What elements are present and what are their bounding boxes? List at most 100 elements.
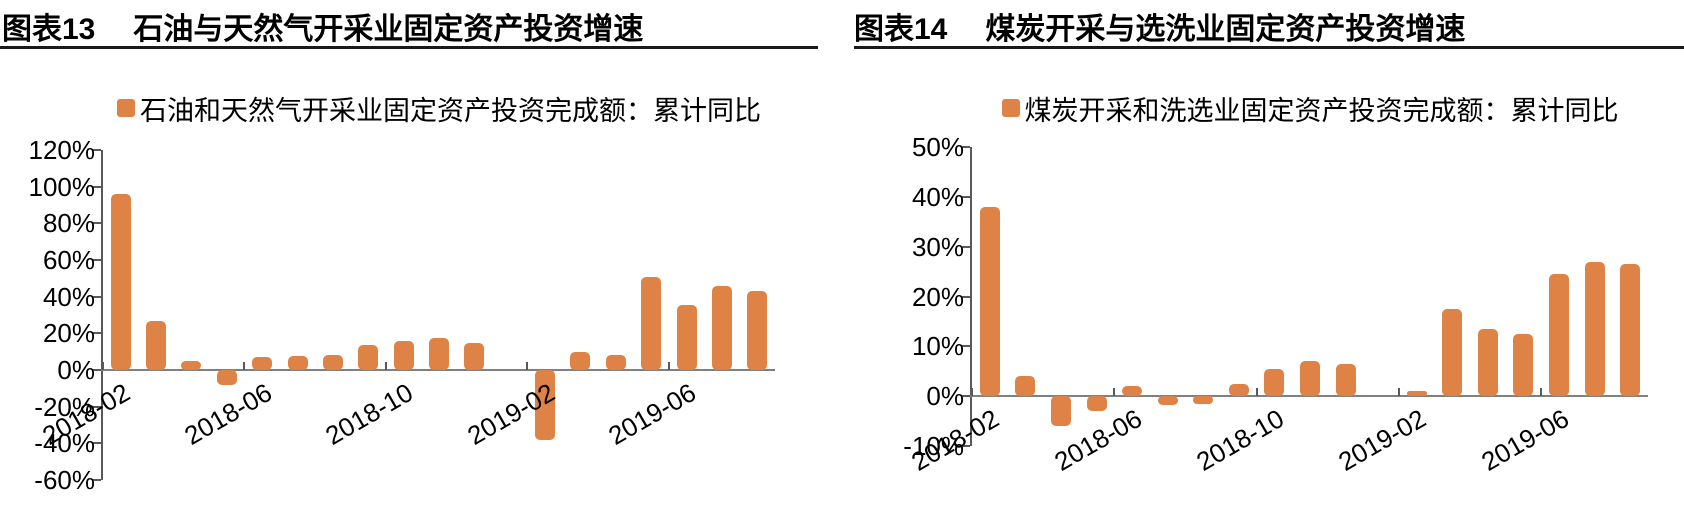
chart0-bar-2018-09 bbox=[358, 345, 379, 370]
legend-swatch-icon bbox=[117, 99, 135, 117]
chart1-x-tick bbox=[971, 388, 973, 397]
chart0-bar-2018-04 bbox=[181, 360, 202, 370]
chart0-y-tick-label: 100% bbox=[28, 171, 96, 202]
legend-swatch-icon bbox=[1001, 99, 1020, 117]
chart0-bar-2019-06 bbox=[676, 304, 697, 370]
chart0-y-tick-label: 60% bbox=[42, 245, 95, 275]
figure14-legend: 煤炭开采和洗选业固定资产投资完成额：累计同比 bbox=[972, 92, 1648, 126]
chart0-bar-2018-05 bbox=[216, 370, 237, 385]
chart0-x-tick-label: 2018-06 bbox=[179, 377, 277, 451]
chart1-y-tick-label: 40% bbox=[911, 181, 964, 212]
chart1-bar-2018-11 bbox=[1300, 361, 1320, 397]
figure13-title: 图表13 石油与天然气开采业固定资产投资增速 bbox=[2, 4, 643, 48]
chart1-x-tick bbox=[1113, 388, 1116, 397]
chart0-bar-2018-07 bbox=[287, 356, 308, 370]
chart0-x-axis-line bbox=[101, 369, 775, 371]
chart1-y-tick bbox=[962, 445, 970, 447]
chart0-y-tick bbox=[93, 405, 101, 408]
chart0-y-tick-label: 0% bbox=[57, 355, 95, 385]
chart0-y-tick bbox=[93, 295, 101, 298]
chart0-y-tick bbox=[93, 185, 101, 188]
chart0-bar-2018-06 bbox=[252, 357, 273, 370]
chart1-y-tick-label: -10% bbox=[903, 431, 964, 461]
chart0-x-tick-label: 2019-06 bbox=[603, 377, 702, 451]
chart0-y-axis bbox=[101, 150, 103, 480]
chart0-y-tick-label: 120% bbox=[28, 135, 96, 165]
chart0-bar-2019-07 bbox=[711, 285, 732, 370]
chart0-y-tick bbox=[93, 149, 101, 151]
chart1-bar-2018-03 bbox=[1015, 376, 1036, 397]
figure13-label: 图表13 bbox=[2, 13, 96, 46]
chart1-x-tick bbox=[1255, 388, 1258, 397]
chart0-bar-2019-05 bbox=[641, 277, 662, 370]
chart1-x-axis-line bbox=[970, 395, 1648, 398]
chart1-y-tick-label: 20% bbox=[911, 281, 964, 312]
chart0-bar-2018-11 bbox=[429, 337, 449, 370]
chart1-bar-2019-04 bbox=[1477, 328, 1498, 397]
chart1-bar-2018-07 bbox=[1157, 396, 1178, 406]
chart0-y-tick bbox=[93, 259, 101, 261]
chart1-y-tick-label: 30% bbox=[911, 231, 964, 262]
chart0-y-tick-label: -40% bbox=[34, 428, 95, 459]
chart1-bar-2019-06 bbox=[1549, 274, 1570, 397]
figure13-title-underline bbox=[0, 46, 818, 49]
chart0-bar-2019-08 bbox=[747, 291, 768, 370]
chart1-bar-2018-06 bbox=[1122, 386, 1143, 397]
chart1-bar-2018-05 bbox=[1086, 396, 1107, 412]
chart0-bar-2019-02 bbox=[535, 370, 556, 440]
chart1-bar-2018-12 bbox=[1335, 363, 1356, 397]
chart1-y-tick bbox=[962, 345, 970, 348]
chart1-x-tick bbox=[1540, 388, 1543, 397]
chart1-bar-2018-10 bbox=[1264, 368, 1285, 397]
chart0-x-tick-label: 2018-10 bbox=[320, 377, 419, 451]
chart0-y-tick bbox=[93, 479, 101, 481]
chart1-bar-2018-04 bbox=[1050, 396, 1071, 427]
chart0-x-tick bbox=[102, 362, 104, 370]
chart0-bar-2019-04 bbox=[605, 355, 626, 370]
figure14-title: 图表14 煤炭开采与选洗业固定资产投资增速 bbox=[854, 4, 1465, 48]
figure14-label: 图表14 bbox=[854, 13, 948, 46]
chart1-x-tick-label: 2018-10 bbox=[1191, 403, 1289, 477]
figure13-name: 石油与天然气开采业固定资产投资增速 bbox=[133, 13, 644, 46]
chart0-bar-2018-03 bbox=[146, 320, 167, 370]
chart1-y-axis bbox=[970, 147, 972, 446]
chart1-bar-2018-02 bbox=[979, 206, 1000, 397]
chart1-bar-2019-08 bbox=[1620, 264, 1641, 397]
chart0-y-tick bbox=[93, 332, 101, 335]
figure13-legend: 石油和天然气开采业固定资产投资完成额：累计同比 bbox=[103, 92, 775, 126]
chart0-y-tick-label: -20% bbox=[34, 391, 95, 422]
chart1-x-tick-label: 2019-02 bbox=[1333, 403, 1432, 477]
chart1-y-tick bbox=[962, 395, 970, 398]
chart0-x-tick bbox=[384, 362, 387, 370]
chart0-bar-2018-02 bbox=[110, 194, 131, 370]
chart1-x-tick bbox=[1397, 388, 1400, 397]
chart0-x-tick bbox=[667, 362, 670, 370]
chart0-y-tick-label: 40% bbox=[42, 281, 95, 312]
chart0-bar-2018-10 bbox=[393, 340, 414, 370]
chart1-bar-2018-09 bbox=[1228, 383, 1249, 397]
chart1-y-tick bbox=[962, 146, 970, 148]
chart0-y-tick bbox=[93, 369, 101, 371]
chart0-y-tick bbox=[93, 222, 101, 225]
figure14-legend-label: 煤炭开采和洗选业固定资产投资完成额：累计同比 bbox=[1024, 95, 1619, 126]
chart0-bar-2019-03 bbox=[570, 351, 591, 370]
chart1-y-tick-label: 50% bbox=[911, 132, 964, 162]
chart1-y-tick bbox=[962, 295, 970, 298]
chart0-bar-2018-08 bbox=[322, 355, 343, 370]
chart1-bar-2019-07 bbox=[1584, 261, 1605, 397]
chart0-y-tick-label: 80% bbox=[42, 208, 95, 239]
figure13-legend-label: 石油和天然气开采业固定资产投资完成额：累计同比 bbox=[140, 95, 761, 126]
chart1-bar-2019-03 bbox=[1442, 308, 1463, 397]
chart0-x-tick bbox=[243, 362, 246, 370]
chart0-y-tick-label: -60% bbox=[34, 465, 95, 495]
chart0-y-tick-label: 20% bbox=[42, 318, 95, 349]
chart0-x-tick bbox=[526, 362, 529, 370]
chart1-bar-2019-05 bbox=[1513, 333, 1534, 397]
figure14-title-underline bbox=[854, 46, 1684, 49]
chart1-y-tick bbox=[962, 195, 970, 198]
chart0-y-tick bbox=[93, 442, 101, 445]
chart1-y-tick-label: 0% bbox=[926, 381, 964, 412]
figure14-name: 煤炭开采与选洗业固定资产投资增速 bbox=[985, 13, 1466, 46]
chart1-bar-2018-08 bbox=[1193, 396, 1214, 404]
